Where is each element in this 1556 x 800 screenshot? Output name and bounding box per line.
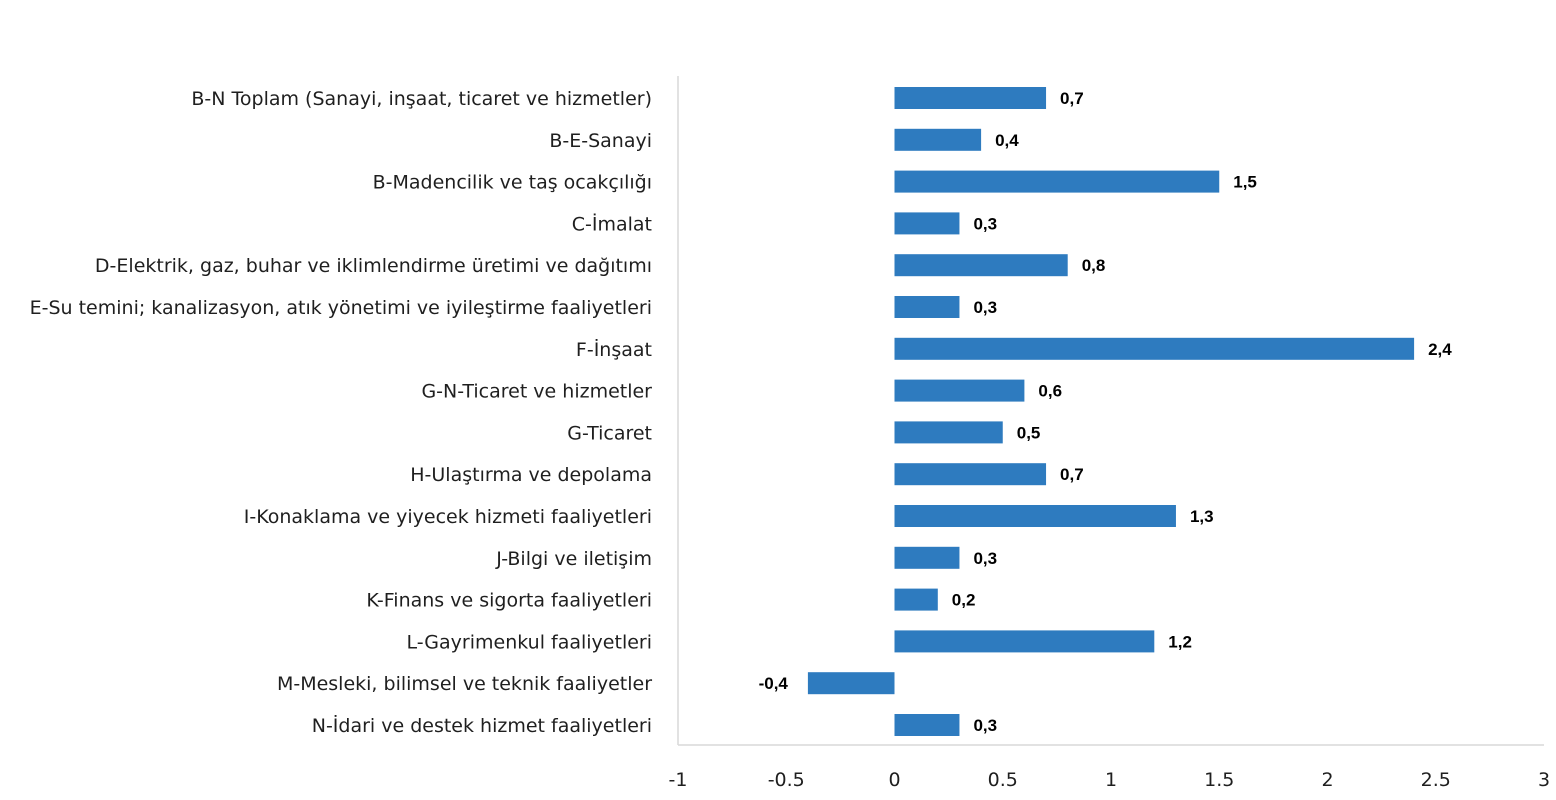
data-label: 0,6 [1038, 382, 1062, 401]
category-label: K-Finans ve sigorta faaliyetleri [366, 590, 652, 612]
bar [894, 714, 960, 736]
x-tick-labels-group: -1 -0.5 0 0.5 1 1.5 2 2.5 3 [669, 769, 1551, 791]
value-labels-group: 0,7 0,4 1,5 0,3 0,8 0,3 2,4 0,6 0,5 0,7 1,3 0,3 0,2 1… [759, 89, 1453, 735]
data-label: 2,4 [1428, 340, 1452, 359]
x-tick-label: 2.5 [1421, 769, 1451, 791]
data-label: 0,4 [995, 131, 1019, 150]
bar [807, 672, 895, 695]
data-label: 0,3 [973, 716, 997, 735]
category-label: B-N Toplam (Sanayi, inşaat, ticaret ve h… [191, 88, 652, 110]
bar [894, 505, 1176, 527]
bar [894, 337, 1415, 360]
axes [677, 76, 1544, 746]
data-label: -0,4 [759, 674, 789, 693]
category-label: F-İnşaat [576, 338, 652, 361]
category-label: G-Ticaret [567, 422, 652, 444]
x-tick-label: 3 [1538, 769, 1550, 791]
data-label: 0,3 [973, 214, 997, 233]
category-label: L-Gayrimenkul faaliyetleri [407, 631, 653, 653]
x-tick-label: 0.5 [988, 769, 1018, 791]
bar [894, 379, 1025, 402]
x-tick-label: 1 [1105, 769, 1117, 791]
x-tick-label: -0.5 [768, 769, 805, 791]
category-label: H-Ulaştırma ve depolama [410, 464, 652, 486]
data-label: 0,5 [1017, 423, 1041, 442]
category-label: C-İmalat [572, 212, 652, 235]
bar [894, 296, 960, 318]
bar [894, 546, 960, 569]
category-label: E-Su temini; kanalizasyon, atık yönetimi… [30, 297, 652, 319]
category-label: B-E-Sanayi [549, 130, 652, 152]
data-label: 0,3 [973, 549, 997, 568]
x-tick-label: -1 [669, 769, 688, 791]
bar [894, 588, 938, 611]
bar [894, 254, 1068, 277]
category-label: G-N-Ticaret ve hizmetler [421, 381, 652, 403]
bar [894, 87, 1047, 109]
data-label: 0,3 [973, 298, 997, 317]
data-label: 1,2 [1168, 632, 1192, 651]
data-label: 0,7 [1060, 465, 1084, 484]
bar [894, 212, 960, 235]
category-label: I-Konaklama ve yiyecek hizmeti faaliyetl… [244, 506, 652, 528]
category-label: N-İdari ve destek hizmet faaliyetleri [312, 714, 652, 737]
bar [894, 463, 1047, 486]
bars-group [807, 87, 1415, 736]
category-labels-group: B-N Toplam (Sanayi, inşaat, ticaret ve h… [30, 88, 653, 737]
bar [894, 421, 1003, 444]
category-label: J-Bilgi ve iletişim [495, 548, 652, 570]
bar [894, 170, 1220, 193]
data-label: 0,2 [952, 591, 976, 610]
x-tick-label: 2 [1321, 769, 1333, 791]
data-label: 1,5 [1233, 173, 1257, 192]
bar [894, 630, 1155, 653]
category-label: B-Madencilik ve taş ocakçılığı [373, 172, 652, 194]
data-label: 1,3 [1190, 507, 1214, 526]
data-label: 0,7 [1060, 89, 1084, 108]
x-tick-label: 1.5 [1204, 769, 1234, 791]
bar [894, 128, 982, 151]
x-tick-label: 0 [888, 769, 900, 791]
category-label: M-Mesleki, bilimsel ve teknik faaliyetle… [277, 673, 652, 695]
data-label: 0,8 [1082, 256, 1106, 275]
category-label: D-Elektrik, gaz, buhar ve iklimlendirme … [95, 255, 652, 277]
